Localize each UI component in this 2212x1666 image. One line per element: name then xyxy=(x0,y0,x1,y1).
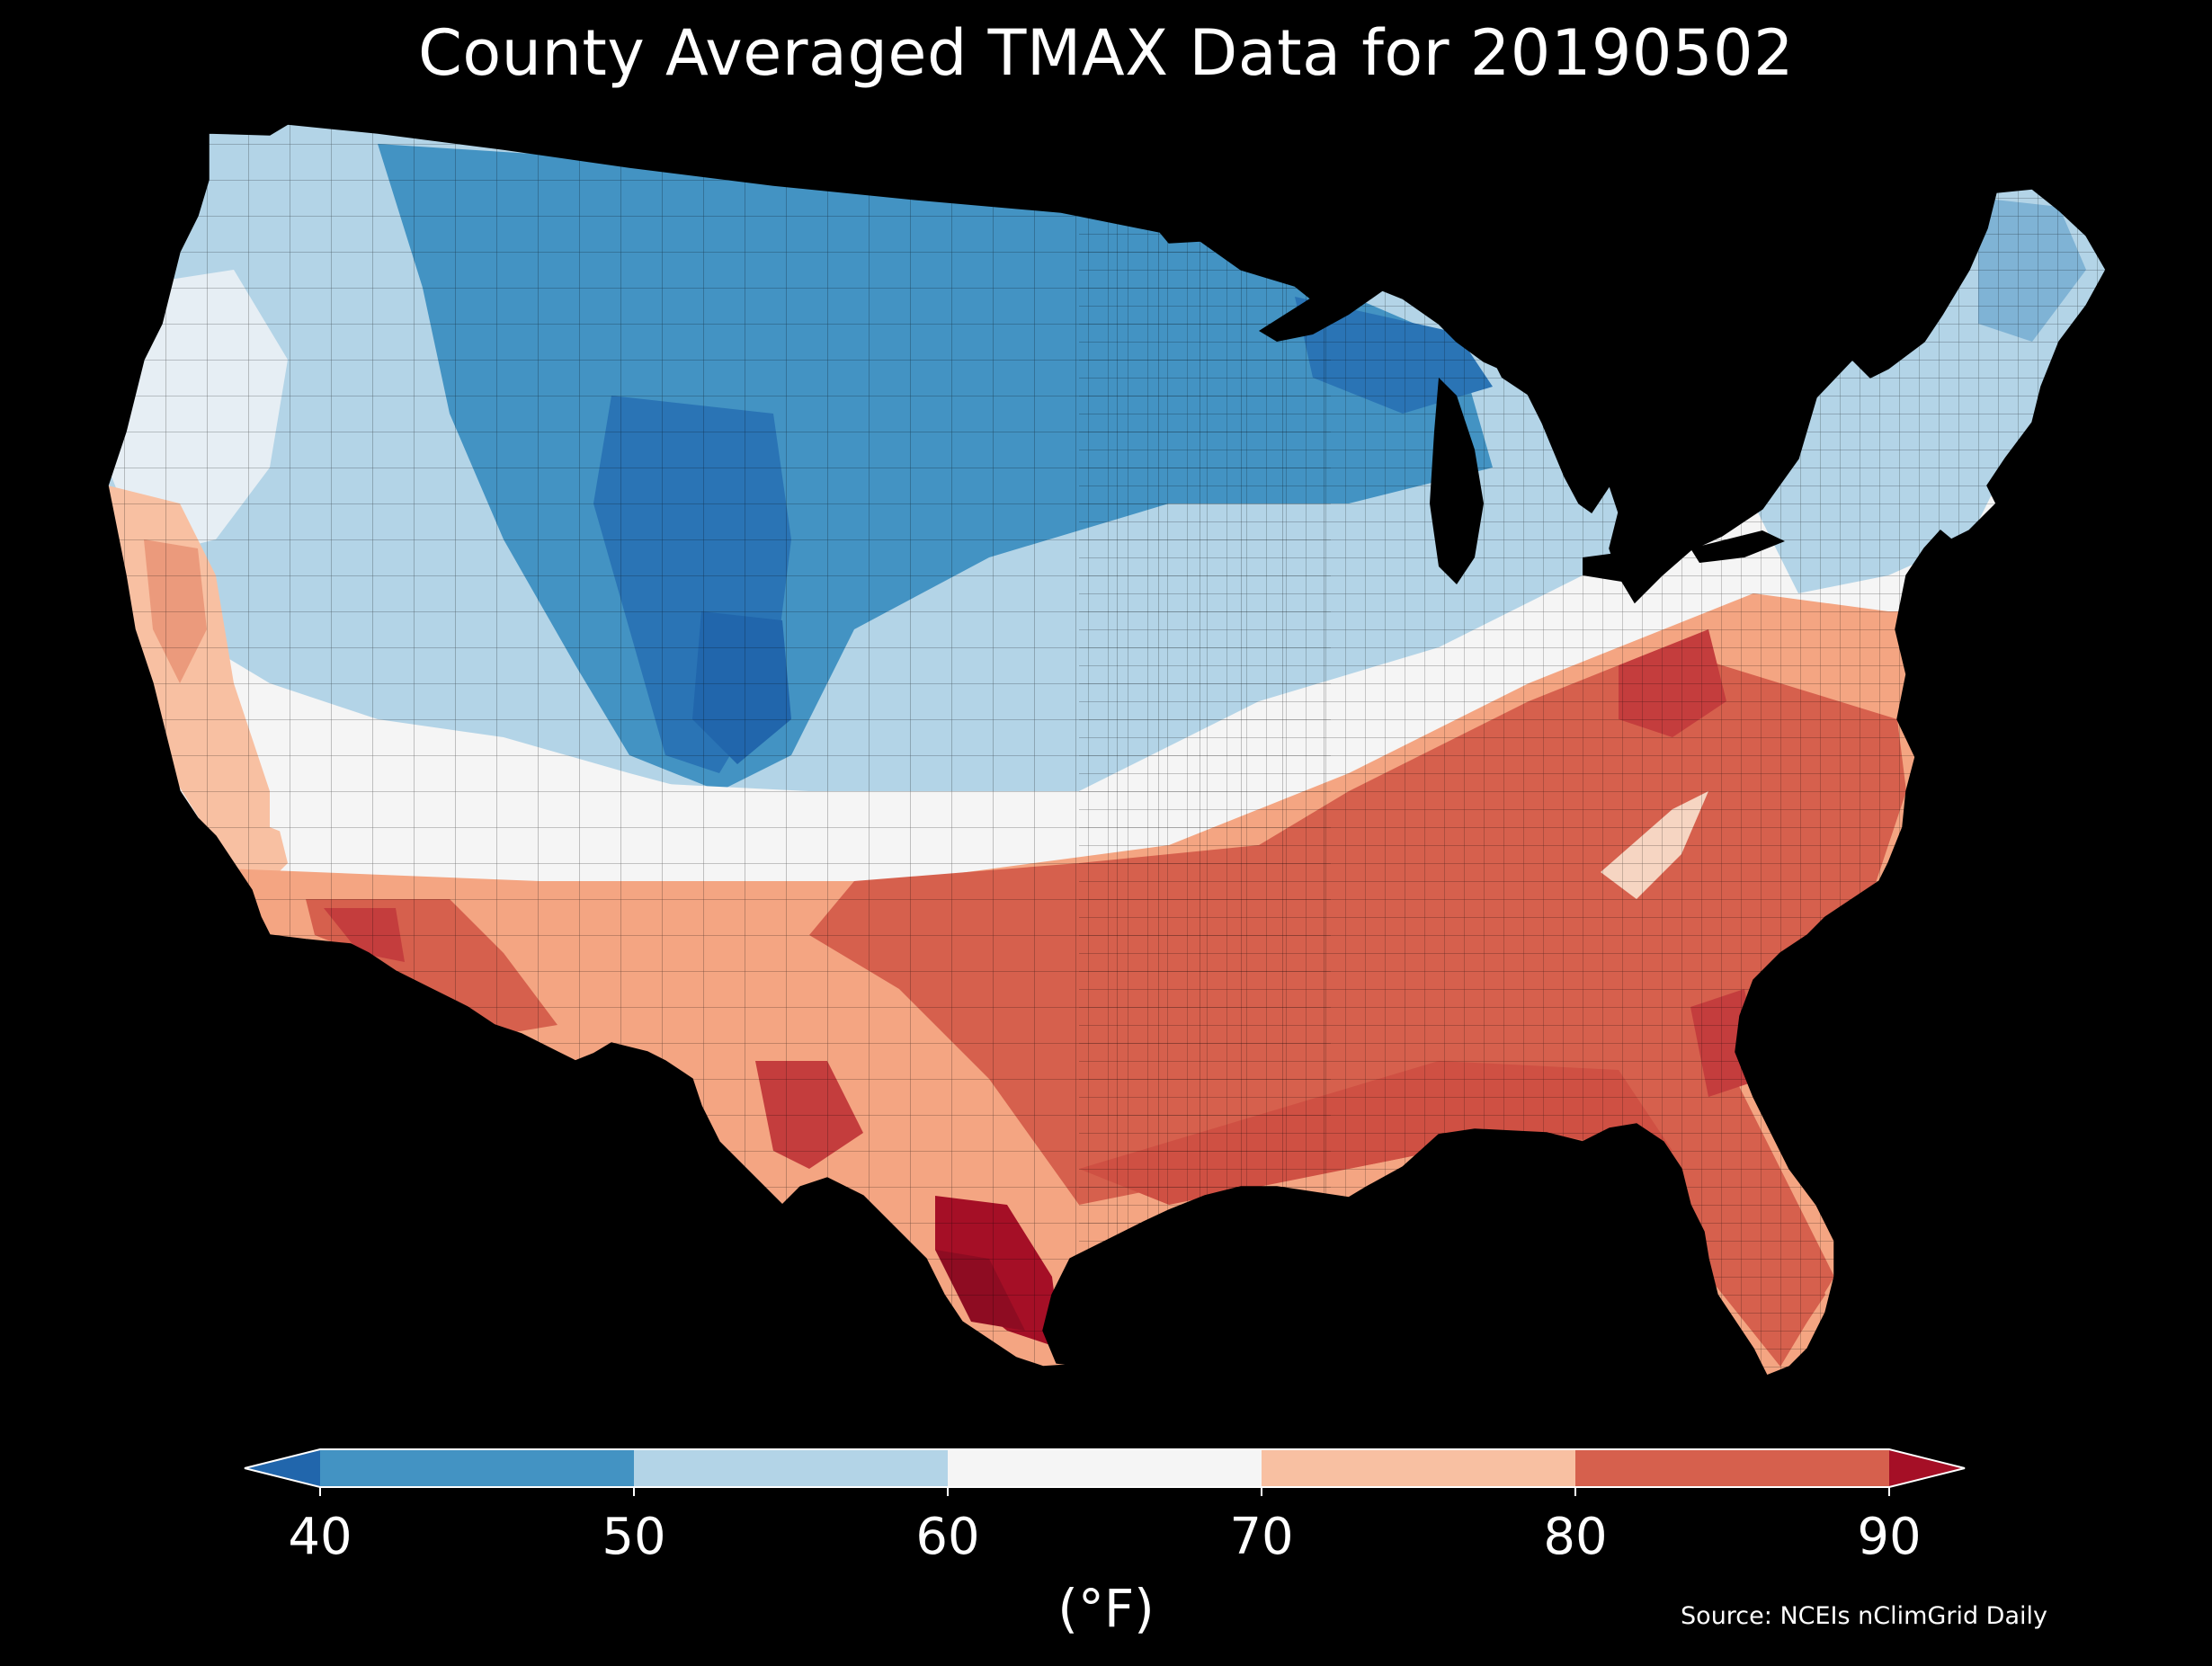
colorbar-tick-40: 40 xyxy=(288,1508,352,1566)
great-lakes xyxy=(1259,279,1785,584)
source-credit: Source: NCEIs nClimGrid Daily xyxy=(1681,1602,2047,1630)
colorbar-tick-50: 50 xyxy=(602,1508,666,1566)
colorbar-tick-80: 80 xyxy=(1543,1508,1608,1566)
colorbar-bin-70-80 xyxy=(1262,1449,1576,1487)
colorbar-bin-40-50 xyxy=(320,1449,635,1487)
colorbar-bin-50-60 xyxy=(634,1449,949,1487)
colorbar-bin-60-70 xyxy=(948,1449,1262,1487)
colorbar-bin-80-90 xyxy=(1575,1449,1890,1487)
colorbar-unit-label: (°F) xyxy=(1057,1578,1155,1639)
colorbar-tick-60: 60 xyxy=(915,1508,980,1566)
map-title: County Averaged TMAX Data for 20190502 xyxy=(417,16,1795,90)
colorbar-tick-70: 70 xyxy=(1229,1508,1294,1566)
colorbar-extend-low xyxy=(245,1449,320,1487)
colorbar-tick-90: 90 xyxy=(1857,1508,1922,1566)
colorbar-extend-high xyxy=(1889,1449,1965,1487)
